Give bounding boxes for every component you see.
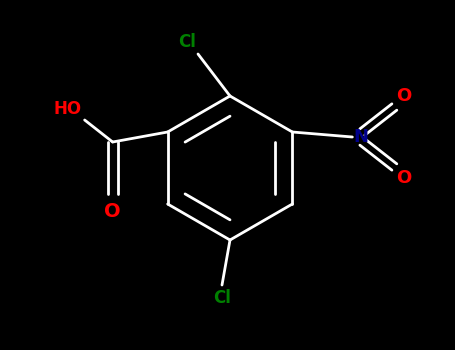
Text: Cl: Cl xyxy=(178,33,196,51)
Text: Cl: Cl xyxy=(213,289,231,307)
Text: HO: HO xyxy=(54,100,81,118)
Text: O: O xyxy=(104,202,121,221)
Text: O: O xyxy=(396,87,412,105)
Text: N: N xyxy=(354,128,369,146)
Text: O: O xyxy=(396,169,412,187)
